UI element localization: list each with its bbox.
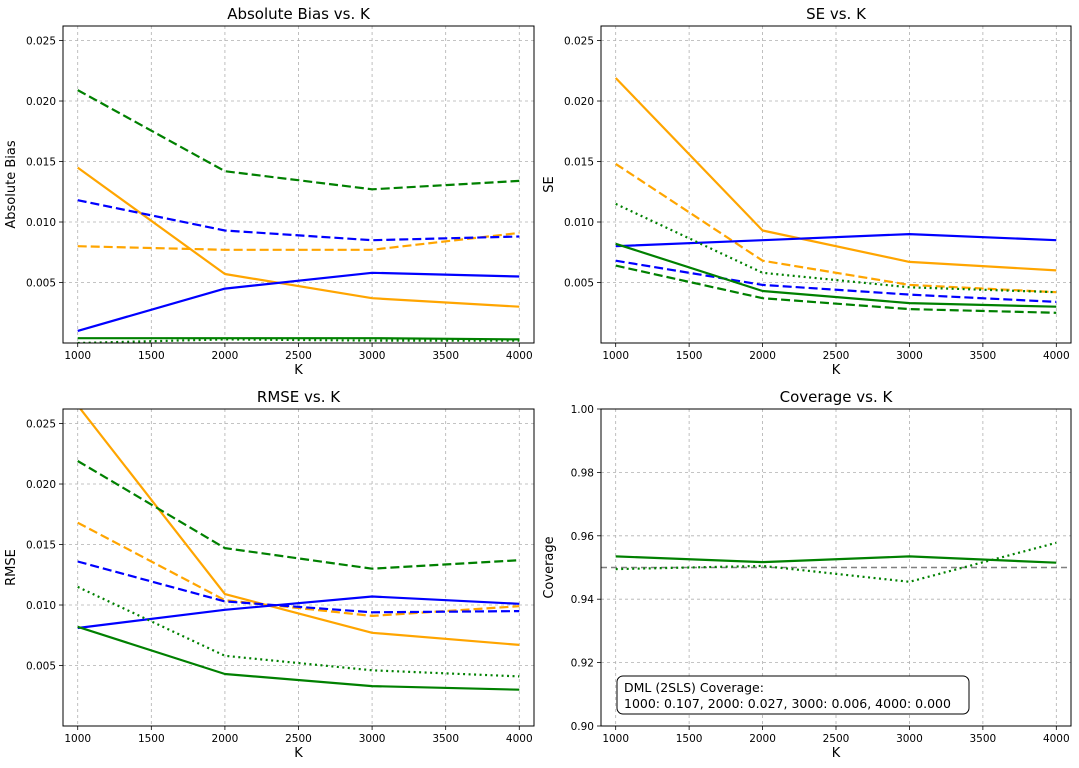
series-line-4 (77, 199, 520, 242)
plot-area (601, 541, 1071, 583)
chart-title: SE vs. K (806, 5, 867, 23)
series-line-6 (615, 264, 1057, 314)
y-tick-label: 0.025 (26, 36, 56, 48)
y-tick-label: 0.010 (26, 217, 56, 229)
x-tick-label: 2000 (212, 350, 239, 362)
x-tick-label: 3000 (359, 350, 386, 362)
series-line-2 (77, 231, 520, 251)
x-tick-label: 4000 (1043, 733, 1070, 745)
y-tick-label: 0.94 (571, 594, 595, 606)
series-line-1 (614, 77, 1057, 272)
subplot-2: 1000 1500 2000 2500 3000 3500 4000 0.005 0.010 0.… (542, 5, 1072, 378)
x-tick-label: 4000 (1043, 350, 1070, 362)
x-axis-label: K (832, 363, 841, 378)
series-line-3 (615, 233, 1057, 248)
x-axis-label: K (832, 746, 841, 761)
series-line-3 (77, 595, 520, 630)
y-axis-label: Absolute Bias (4, 140, 19, 228)
x-tick-label: 3000 (896, 733, 923, 745)
y-tick-label: 0.005 (26, 278, 56, 290)
series-line-5 (77, 337, 520, 341)
series-line-1 (77, 166, 520, 308)
x-tick-label: 3000 (896, 350, 923, 362)
x-tick-label: 3500 (432, 350, 459, 362)
y-tick-label: 0.92 (571, 658, 594, 670)
x-tick-label: 2500 (285, 733, 312, 745)
x-tick-label: 1500 (138, 350, 165, 362)
chart-title: RMSE vs. K (257, 388, 341, 406)
axes-frame (600, 25, 1072, 344)
series-line-2 (77, 521, 520, 618)
y-tick-label: 0.025 (564, 36, 594, 48)
y-tick-label: 0.025 (26, 419, 56, 431)
axes-frame (600, 408, 1072, 727)
series-line-4 (77, 560, 520, 614)
y-tick-label: 0.90 (571, 721, 594, 733)
x-tick-label: 1500 (676, 350, 703, 362)
annotation-line-1: DML (2SLS) Coverage: (624, 680, 764, 695)
y-tick-label: 0.005 (564, 278, 594, 290)
x-axis-label: K (294, 746, 303, 761)
x-tick-label: 1000 (64, 350, 91, 362)
y-tick-label: 0.96 (571, 531, 595, 543)
y-tick-label: 0.020 (564, 96, 594, 108)
x-tick-label: 2000 (749, 350, 776, 362)
y-tick-label: 0.98 (571, 467, 594, 479)
x-tick-label: 3500 (432, 733, 459, 745)
series-line-6 (77, 89, 520, 191)
series-line-2 (615, 541, 1057, 583)
x-tick-label: 2500 (823, 733, 850, 745)
series-line-1 (615, 555, 1057, 564)
series-line-6 (77, 460, 520, 570)
chart-title: Coverage vs. K (780, 388, 894, 406)
y-tick-label: 1.00 (571, 404, 594, 416)
y-tick-label: 0.010 (26, 600, 56, 612)
y-tick-label: 0.010 (564, 217, 594, 229)
y-tick-label: 0.020 (26, 479, 56, 491)
plot-area (77, 89, 520, 343)
subplot-3: 1000 1500 2000 2500 3000 3500 4000 0.005 0.010 0.… (4, 388, 535, 761)
plot-area (614, 77, 1057, 314)
x-tick-label: 2000 (749, 733, 776, 745)
x-tick-label: 1500 (138, 733, 165, 745)
series-line-5 (77, 625, 520, 691)
y-tick-label: 0.020 (26, 96, 56, 108)
y-axis-label: SE (542, 176, 557, 192)
plot-area (77, 409, 520, 691)
x-tick-label: 3000 (359, 733, 386, 745)
x-tick-label: 1000 (64, 733, 91, 745)
series-line-4 (615, 259, 1057, 303)
y-tick-label: 0.015 (26, 157, 56, 169)
x-tick-label: 2000 (212, 733, 239, 745)
x-tick-label: 3500 (970, 350, 997, 362)
x-tick-label: 1000 (602, 733, 629, 745)
series-line-7 (77, 338, 520, 343)
x-tick-label: 4000 (506, 733, 533, 745)
x-tick-label: 4000 (506, 350, 533, 362)
x-tick-label: 2500 (823, 350, 850, 362)
chart-title: Absolute Bias vs. K (227, 5, 371, 23)
x-tick-label: 2500 (285, 350, 312, 362)
axes-frame (62, 408, 535, 727)
annotation-line-2: 1000: 0.107, 2000: 0.027, 3000: 0.006, 4… (624, 696, 951, 711)
y-axis-label: RMSE (4, 549, 19, 586)
y-tick-label: 0.005 (26, 661, 56, 673)
x-tick-label: 1500 (676, 733, 703, 745)
annotation-box (616, 675, 970, 715)
subplot-1: 1000 1500 2000 2500 3000 3500 4000 0.005 0.010 0.… (4, 5, 535, 378)
series-line-1 (79, 409, 520, 646)
coverage-annotation: DML (2SLS) Coverage:1000: 0.107, 2000: 0… (616, 675, 970, 715)
subplot-4: 1000 1500 2000 2500 3000 3500 4000 0.90 0.92 0.94… (542, 388, 1072, 761)
x-tick-label: 3500 (970, 733, 997, 745)
y-tick-label: 0.015 (564, 157, 594, 169)
series-line-5 (615, 242, 1057, 308)
series-line-2 (615, 162, 1057, 294)
x-tick-label: 1000 (602, 350, 629, 362)
series-line-3 (77, 271, 520, 332)
y-tick-label: 0.015 (26, 540, 56, 552)
y-axis-label: Coverage (542, 536, 557, 598)
x-axis-label: K (294, 363, 303, 378)
axes-frame (62, 25, 535, 344)
